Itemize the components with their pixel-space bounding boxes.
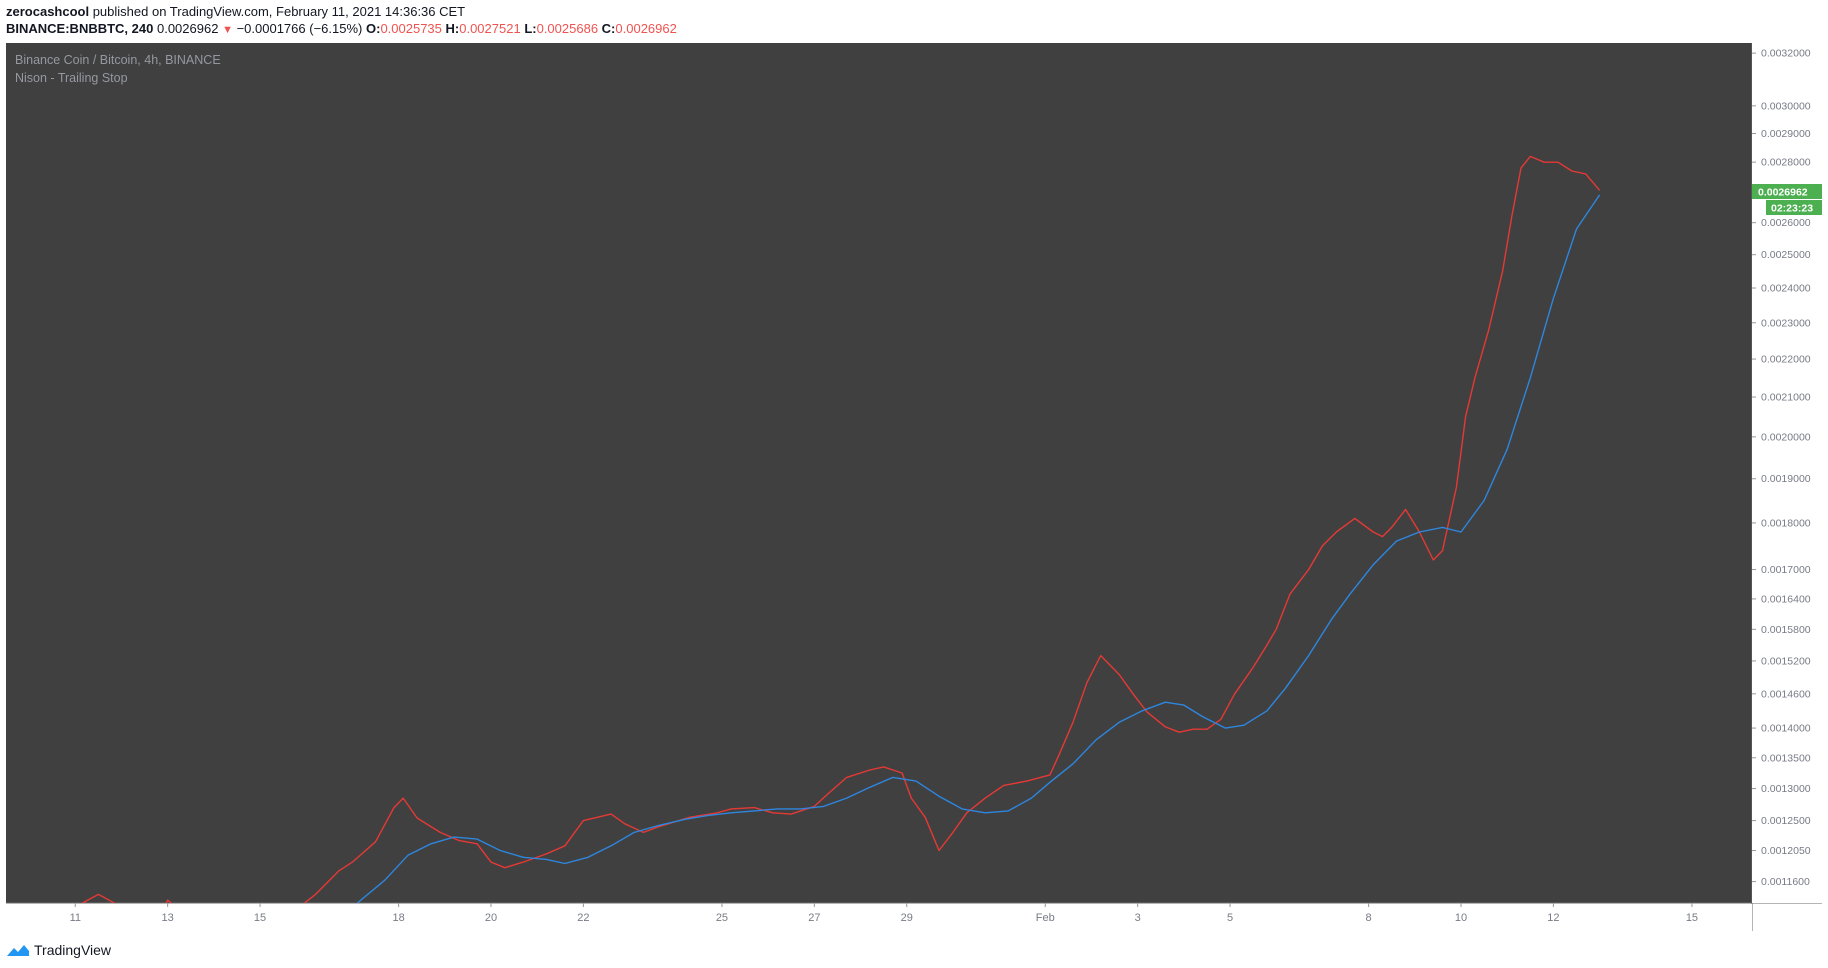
chart-title: Binance Coin / Bitcoin, 4h, BINANCE (15, 53, 221, 67)
x-tick-label: 11 (70, 912, 81, 924)
x-tick-label: 12 (1547, 912, 1559, 924)
published-text: published on TradingView.com, February 1… (89, 4, 466, 19)
low-value: 0.0025686 (536, 21, 599, 36)
y-tick-label: 0.0021000 (1761, 392, 1811, 404)
x-tick-label: 13 (162, 912, 174, 924)
y-tick-label: 0.0017000 (1761, 564, 1811, 576)
x-tick-label: 22 (577, 912, 589, 924)
y-tick-label: 0.0012050 (1761, 845, 1811, 857)
y-tick-label: 0.0014600 (1761, 688, 1811, 700)
low-label: L: (524, 21, 537, 36)
close-value: 0.0026962 (615, 21, 677, 36)
down-triangle-icon: ▼ (222, 24, 233, 36)
y-tick-label: 0.0022000 (1761, 354, 1811, 366)
x-tick-label: 15 (1686, 912, 1698, 924)
red-series-line[interactable] (80, 155, 1601, 934)
high-label: H: (445, 21, 460, 36)
tradingview-logo-icon[interactable] (6, 942, 30, 958)
last-price-value: 0.0026962 (1758, 187, 1808, 199)
blue-series-line[interactable] (339, 194, 1601, 919)
x-tick-label: Feb (1036, 912, 1055, 924)
y-tick-label: 0.0029000 (1761, 128, 1811, 140)
time-axis[interactable] (6, 904, 1752, 931)
close-label: C: (601, 21, 616, 36)
y-tick-label: 0.0030000 (1761, 100, 1811, 112)
open-label: O: (365, 21, 381, 36)
x-axis-ticks: 11 13 15 18 20 22 25 27 29 Feb 3 5 8 10 12 15 (70, 903, 1698, 924)
ohlc-legend: BINANCE:BNBBTC, 240 0.0026962 ▼ −0.00017… (6, 21, 677, 36)
y-tick-label: 0.0015200 (1761, 655, 1811, 667)
y-tick-label: 0.0028000 (1761, 157, 1811, 169)
series-group (80, 155, 1601, 934)
y-tick-label: 0.0012500 (1761, 815, 1811, 827)
footer-brand[interactable]: TradingView (34, 942, 112, 958)
x-tick-label: 27 (808, 912, 820, 924)
x-tick-label: 3 (1135, 912, 1141, 924)
y-axis-ticks: 0.0032000 0.0030000 0.0029000 0.0028000 0.00… (1752, 48, 1811, 888)
last-value: 0.0026962 (156, 21, 219, 36)
countdown-bg (1766, 200, 1822, 215)
last-price-tag: 0.0026962 02:23:23 (1752, 184, 1822, 215)
footer: TradingView (6, 940, 111, 960)
indicator-name[interactable]: Nison - Trailing Stop (15, 71, 128, 85)
y-tick-label: 0.0013000 (1761, 783, 1811, 795)
x-tick-label: 18 (392, 912, 404, 924)
y-tick-label: 0.0019000 (1761, 473, 1811, 485)
y-tick-label: 0.0015800 (1761, 624, 1811, 636)
y-tick-label: 0.0018000 (1761, 517, 1811, 529)
y-tick-label: 0.0023000 (1761, 317, 1811, 329)
change-value: −0.0001766 (−6.15%) (236, 21, 363, 36)
x-tick-label: 10 (1455, 912, 1467, 924)
y-tick-label: 0.0024000 (1761, 283, 1811, 295)
y-tick-label: 0.0011600 (1761, 876, 1810, 888)
last-price-bg (1752, 184, 1822, 199)
price-chart[interactable]: 0.0032000 0.0030000 0.0029000 0.0028000 0.00… (0, 42, 1828, 934)
x-tick-label: 8 (1366, 912, 1372, 924)
y-tick-label: 0.0026000 (1761, 217, 1811, 229)
x-tick-label: 25 (716, 912, 728, 924)
y-tick-label: 0.0032000 (1761, 48, 1811, 60)
symbol-label: BINANCE:BNBBTC, 240 (6, 21, 154, 36)
x-tick-label: 15 (254, 912, 266, 924)
chart-plot-area[interactable] (6, 43, 1752, 903)
y-tick-label: 0.0020000 (1761, 431, 1811, 443)
y-tick-label: 0.0013500 (1761, 752, 1811, 764)
x-tick-label: 20 (485, 912, 497, 924)
high-value: 0.0027521 (459, 21, 521, 36)
y-tick-label: 0.0016400 (1761, 593, 1811, 605)
countdown-value: 02:23:23 (1771, 203, 1813, 215)
y-tick-label: 0.0014000 (1761, 723, 1811, 735)
x-tick-label: 5 (1227, 912, 1233, 924)
x-tick-label: 29 (901, 912, 913, 924)
y-tick-label: 0.0025000 (1761, 249, 1811, 261)
author-name[interactable]: zerocashcool (6, 4, 90, 19)
publish-info: zerocashcool published on TradingView.co… (6, 4, 465, 19)
open-value: 0.0025735 (380, 21, 442, 36)
